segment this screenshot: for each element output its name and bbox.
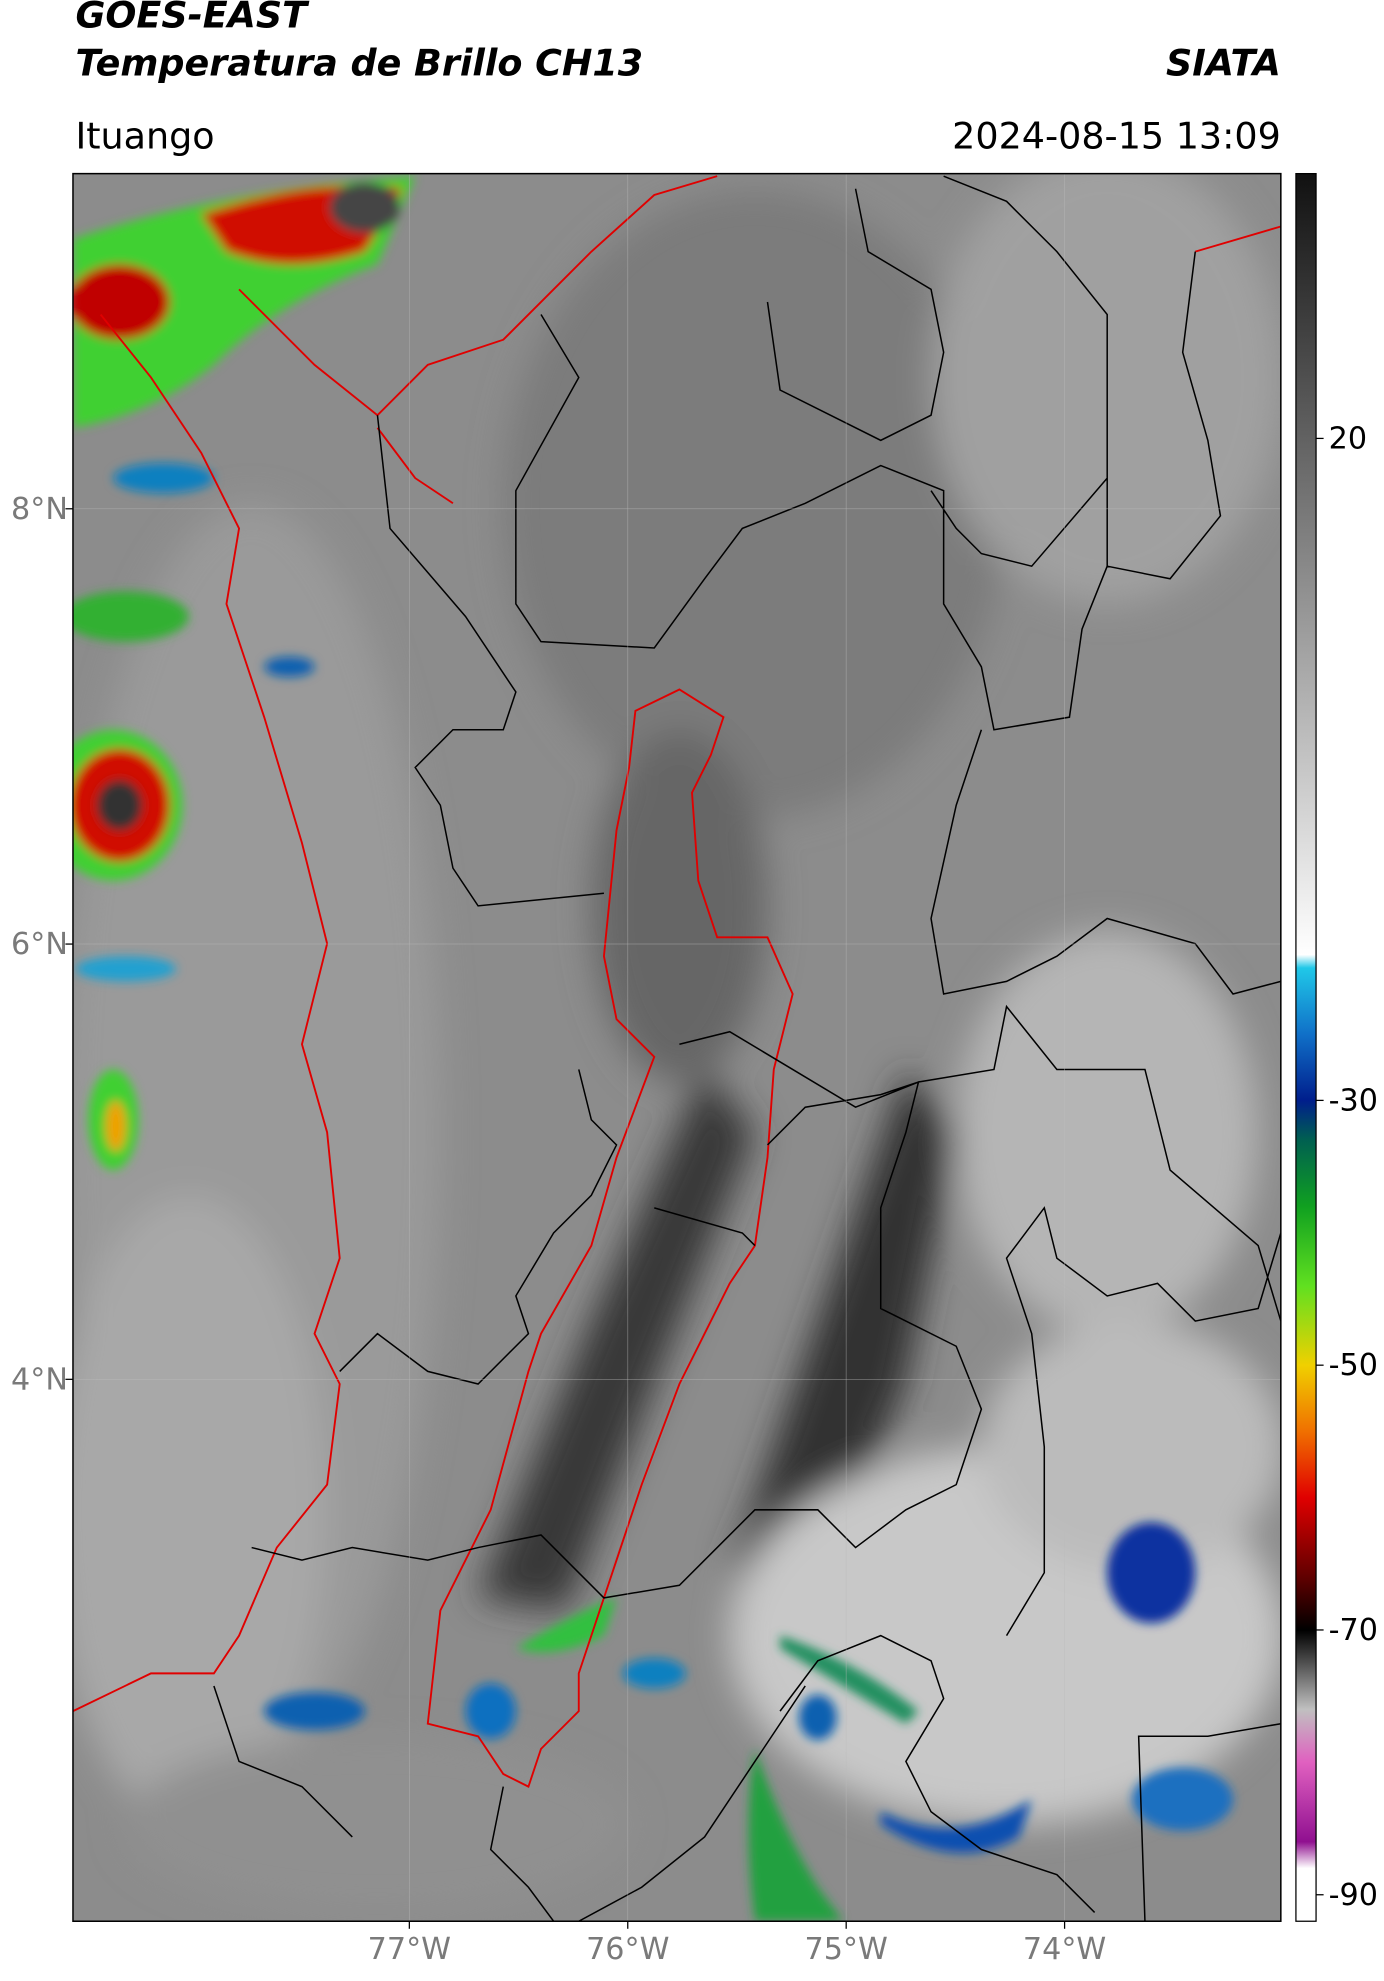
satellite-image bbox=[72, 173, 1281, 1922]
datetime: 2024-08-15 13:09 bbox=[952, 114, 1281, 157]
colorbar-tick-label: 20 bbox=[1329, 421, 1367, 456]
lat-label: 6°N bbox=[11, 927, 68, 962]
map-frame bbox=[72, 172, 1282, 1922]
colorbar-tick-label: -70 bbox=[1329, 1613, 1378, 1648]
colorbar-tick-label: -50 bbox=[1329, 1348, 1378, 1383]
subtitle: Temperatura de Brillo CH13 bbox=[75, 41, 643, 84]
colorbar-tick-label: -90 bbox=[1329, 1878, 1378, 1913]
lon-label: 74°W bbox=[1023, 1932, 1106, 1967]
graticule bbox=[65, 173, 1281, 1929]
colorbar-tick-label: -30 bbox=[1329, 1083, 1378, 1118]
lon-label: 75°W bbox=[804, 1932, 887, 1967]
lat-label: 4°N bbox=[11, 1362, 68, 1397]
lat-label: 8°N bbox=[11, 492, 68, 527]
title: GOES-EAST bbox=[75, 0, 310, 37]
colorbar bbox=[1295, 172, 1317, 1922]
lon-label: 77°W bbox=[368, 1932, 451, 1967]
agency: SIATA bbox=[1166, 41, 1281, 84]
location: Ituango bbox=[75, 114, 214, 157]
lon-label: 76°W bbox=[586, 1932, 669, 1967]
